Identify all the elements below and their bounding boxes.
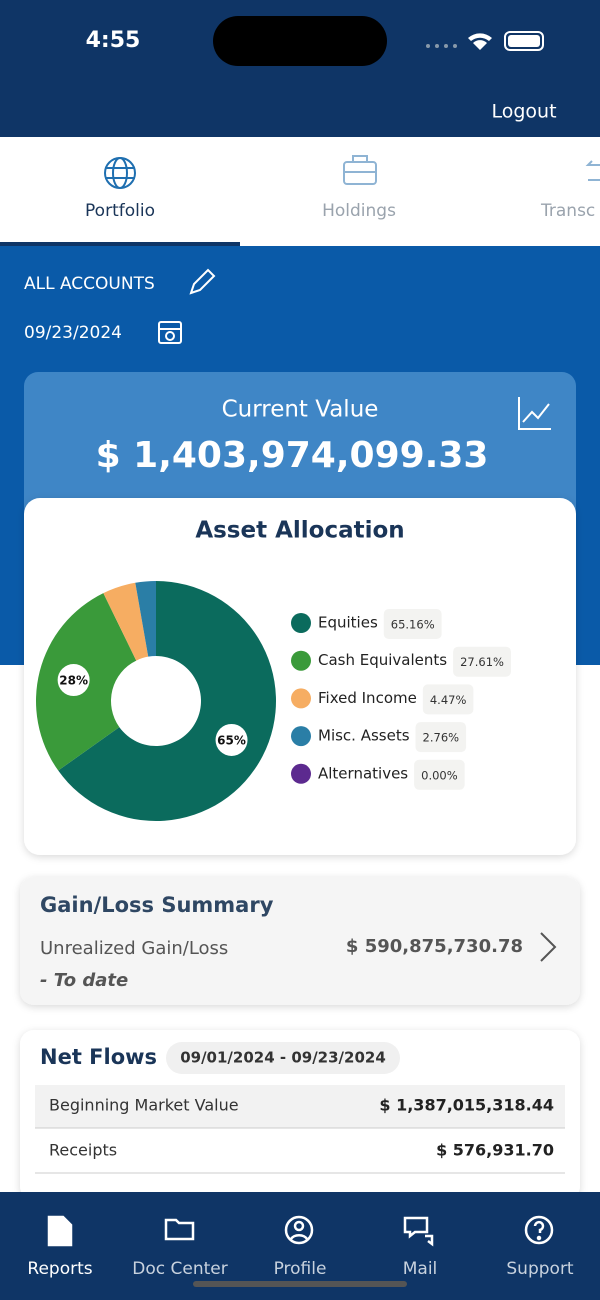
logout-button[interactable]: Logout — [491, 101, 556, 123]
legend-value: 27.61% — [460, 655, 504, 669]
edit-icon[interactable] — [189, 268, 216, 295]
tab-indicator — [0, 242, 240, 246]
notch — [213, 16, 387, 66]
home-indicator — [193, 1281, 407, 1287]
nav-item[interactable]: Profile — [274, 1259, 327, 1279]
account-date: 09/23/2024 — [24, 323, 122, 343]
chart-title: Asset Allocation — [195, 518, 404, 544]
row-value: $ 1,387,015,318.44 — [379, 1096, 554, 1115]
legend-label: Cash Equivalents — [318, 651, 447, 669]
legend-label: Misc. Assets — [318, 727, 410, 745]
gain-loss-label: Unrealized Gain/Loss — [40, 938, 228, 959]
row-value: $ 576,931.70 — [436, 1141, 554, 1160]
slice-label: 65% — [217, 733, 246, 747]
legend-swatch — [291, 650, 311, 671]
current-value-card — [24, 372, 576, 522]
legend-swatch — [291, 763, 311, 784]
legend-value: 65.16% — [391, 618, 435, 632]
slice-label-bg — [57, 664, 90, 697]
legend-value-bg — [422, 684, 474, 715]
clock: 4:55 — [86, 28, 141, 53]
current-value-amount: $ 1,403,974,099.33 — [96, 435, 489, 476]
chevron — [540, 932, 557, 962]
pie-slice — [58, 581, 276, 821]
nav-item[interactable]: Reports — [27, 1259, 92, 1279]
nav-item[interactable]: Doc Center — [132, 1259, 227, 1279]
nav-item[interactable]: Support — [506, 1259, 574, 1279]
legend-value-bg — [383, 609, 442, 639]
row-label: Receipts — [49, 1141, 117, 1160]
net-flows-title: Net Flows — [40, 1045, 157, 1069]
gain-loss-card[interactable] — [20, 877, 580, 1005]
tab[interactable]: Holdings — [322, 201, 396, 221]
tab[interactable]: Portfolio — [85, 201, 155, 221]
slice-label-bg — [215, 723, 248, 756]
legend-label: Alternatives — [318, 764, 408, 782]
account-name: ALL ACCOUNTS — [24, 274, 155, 294]
slice-label: 28% — [59, 674, 88, 688]
legend-value: 0.00% — [421, 768, 458, 782]
legend-value: 4.47% — [430, 693, 467, 707]
legend-value-bg — [453, 646, 511, 677]
legend-label: Equities — [318, 614, 378, 632]
legend-value-bg — [414, 759, 465, 790]
legend-swatch — [291, 688, 311, 709]
tab[interactable]: Transc — [540, 201, 595, 221]
legend-swatch — [291, 613, 311, 633]
nav-icons — [47, 1215, 554, 1247]
gain-loss-amount: $ 590,875,730.78 — [346, 936, 523, 957]
status-icons — [426, 31, 544, 51]
tab-icons — [104, 155, 600, 189]
legend-swatch — [291, 726, 311, 747]
current-value-label: Current Value — [222, 397, 379, 423]
pie-slice — [103, 582, 149, 661]
legend-value-bg — [415, 722, 467, 753]
net-flows-period: 09/01/2024 - 09/23/2024 — [180, 1049, 386, 1067]
chart-icon[interactable] — [518, 397, 551, 430]
nav-labels: Reports Doc Center Profile Mail Support — [27, 1259, 574, 1279]
gain-loss-title: Gain/Loss Summary — [40, 893, 274, 917]
calendar-icon[interactable] — [158, 321, 182, 344]
nav-item[interactable]: Mail — [403, 1259, 438, 1279]
legend-value: 2.76% — [423, 731, 460, 745]
table-row — [35, 1085, 565, 1128]
row-label: Beginning Market Value — [49, 1096, 239, 1115]
gain-loss-note: - To date — [40, 970, 128, 991]
pie-slice — [135, 581, 156, 657]
period-pill — [166, 1042, 400, 1074]
donut-chart: 65% 28% Equities 65.16% Cash Equivalents 27.6… — [36, 581, 511, 821]
legend-label: Fixed Income — [318, 689, 417, 707]
